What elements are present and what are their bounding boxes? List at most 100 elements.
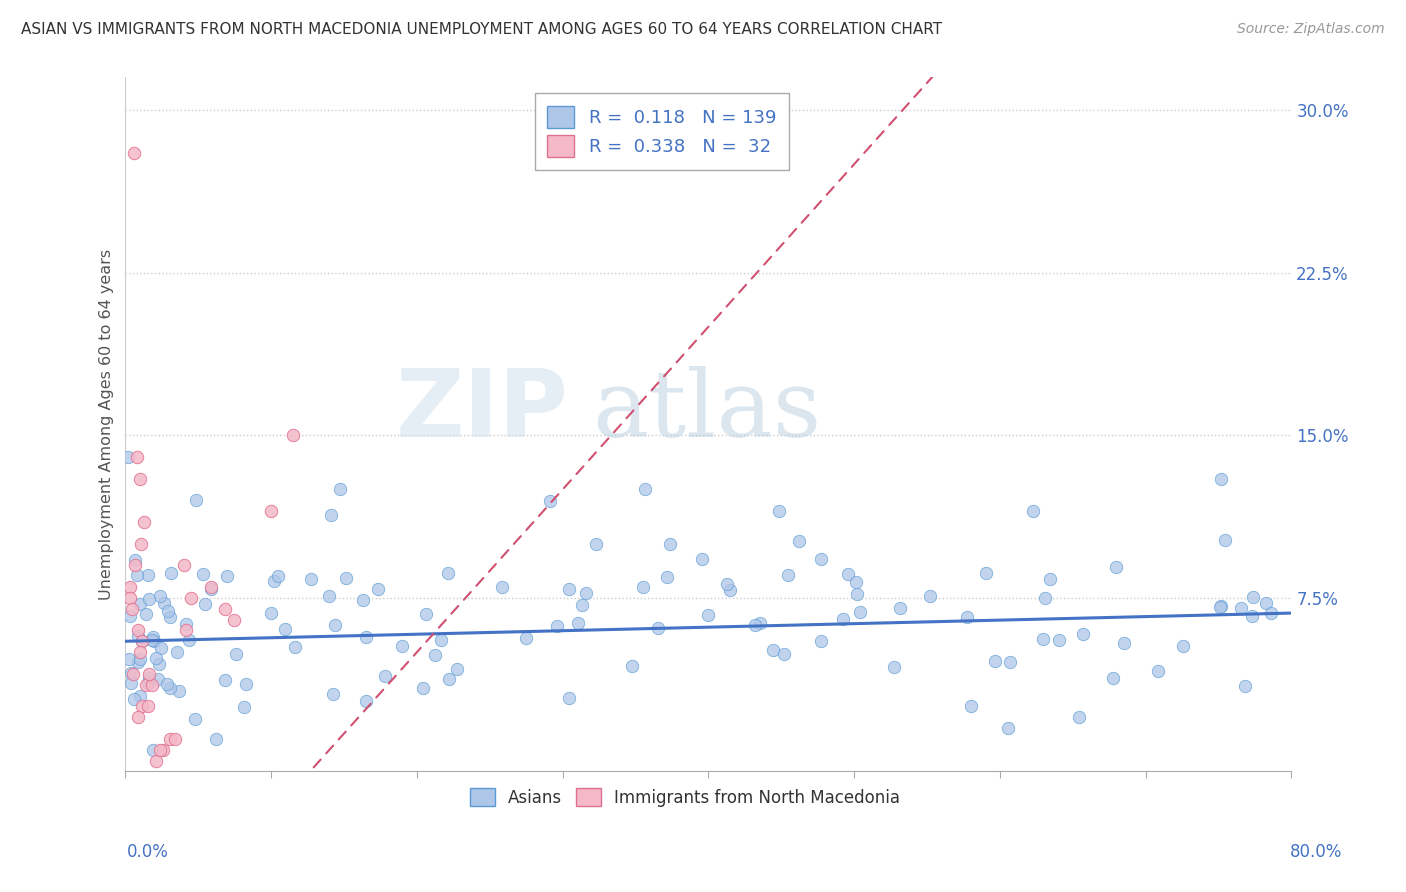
Point: [205, 731, 228, 746]
Point: [125, 567, 148, 582]
Point: [849, 606, 872, 620]
Point: [997, 721, 1019, 735]
Point: [129, 537, 152, 551]
Point: [1021, 504, 1043, 518]
Point: [128, 652, 150, 666]
Point: [232, 700, 254, 714]
Point: [122, 146, 145, 161]
Point: [274, 622, 297, 636]
Point: [716, 576, 738, 591]
Point: [120, 580, 142, 594]
Text: 0.0%: 0.0%: [127, 843, 169, 861]
Point: [129, 645, 152, 659]
Point: [186, 493, 208, 508]
Point: [412, 681, 434, 695]
Point: [832, 612, 855, 626]
Point: [391, 639, 413, 653]
Point: [322, 687, 344, 701]
Point: [118, 608, 141, 623]
Point: [167, 684, 190, 698]
Text: ZIP: ZIP: [395, 365, 568, 457]
Point: [200, 582, 222, 596]
Point: [718, 582, 741, 597]
Point: [145, 650, 167, 665]
Point: [974, 566, 997, 581]
Point: [120, 591, 142, 605]
Point: [120, 665, 142, 680]
Point: [1254, 596, 1277, 610]
Point: [142, 634, 165, 648]
Point: [200, 580, 222, 594]
Point: [354, 630, 377, 644]
Point: [762, 643, 785, 657]
Point: [149, 742, 172, 756]
Point: [136, 699, 159, 714]
Point: [131, 634, 153, 648]
Point: [883, 660, 905, 674]
Point: [1105, 560, 1128, 574]
Point: [117, 450, 139, 464]
Point: [1049, 632, 1071, 647]
Point: [121, 666, 143, 681]
Point: [571, 598, 593, 612]
Point: [1211, 472, 1233, 486]
Point: [136, 567, 159, 582]
Point: [352, 593, 374, 607]
Point: [437, 673, 460, 687]
Point: [984, 654, 1007, 668]
Point: [1039, 573, 1062, 587]
Point: [159, 566, 181, 581]
Point: [319, 508, 342, 523]
Point: [1229, 601, 1251, 615]
Point: [132, 515, 155, 529]
Point: [776, 567, 799, 582]
Point: [177, 632, 200, 647]
Point: [744, 618, 766, 632]
Point: [263, 574, 285, 588]
Point: [323, 618, 346, 632]
Point: [749, 616, 772, 631]
Point: [159, 731, 181, 746]
Point: [184, 713, 207, 727]
Point: [810, 551, 832, 566]
Point: [1241, 608, 1264, 623]
Point: [1211, 599, 1233, 614]
Point: [1112, 635, 1135, 649]
Point: [127, 450, 149, 464]
Point: [959, 699, 981, 714]
Point: [585, 537, 607, 551]
Point: [299, 572, 322, 586]
Point: [124, 552, 146, 566]
Point: [174, 624, 197, 638]
Point: [214, 601, 236, 615]
Point: [284, 640, 307, 654]
Point: [335, 571, 357, 585]
Point: [1032, 632, 1054, 646]
Point: [138, 592, 160, 607]
Point: [149, 590, 172, 604]
Point: [222, 613, 245, 627]
Point: [118, 651, 141, 665]
Point: [145, 754, 167, 768]
Point: [446, 662, 468, 676]
Point: [180, 591, 202, 605]
Point: [810, 633, 832, 648]
Text: 80.0%: 80.0%: [1291, 843, 1343, 861]
Point: [159, 681, 181, 695]
Point: [173, 558, 195, 573]
Point: [142, 630, 165, 644]
Point: [437, 566, 460, 580]
Point: [156, 677, 179, 691]
Point: [124, 558, 146, 573]
Point: [631, 580, 654, 594]
Point: [193, 567, 215, 582]
Text: atlas: atlas: [592, 366, 821, 456]
Point: [697, 607, 720, 622]
Point: [142, 742, 165, 756]
Point: [491, 580, 513, 594]
Point: [163, 731, 186, 746]
Point: [259, 606, 281, 620]
Point: [423, 648, 446, 663]
Point: [845, 574, 868, 589]
Point: [415, 607, 437, 621]
